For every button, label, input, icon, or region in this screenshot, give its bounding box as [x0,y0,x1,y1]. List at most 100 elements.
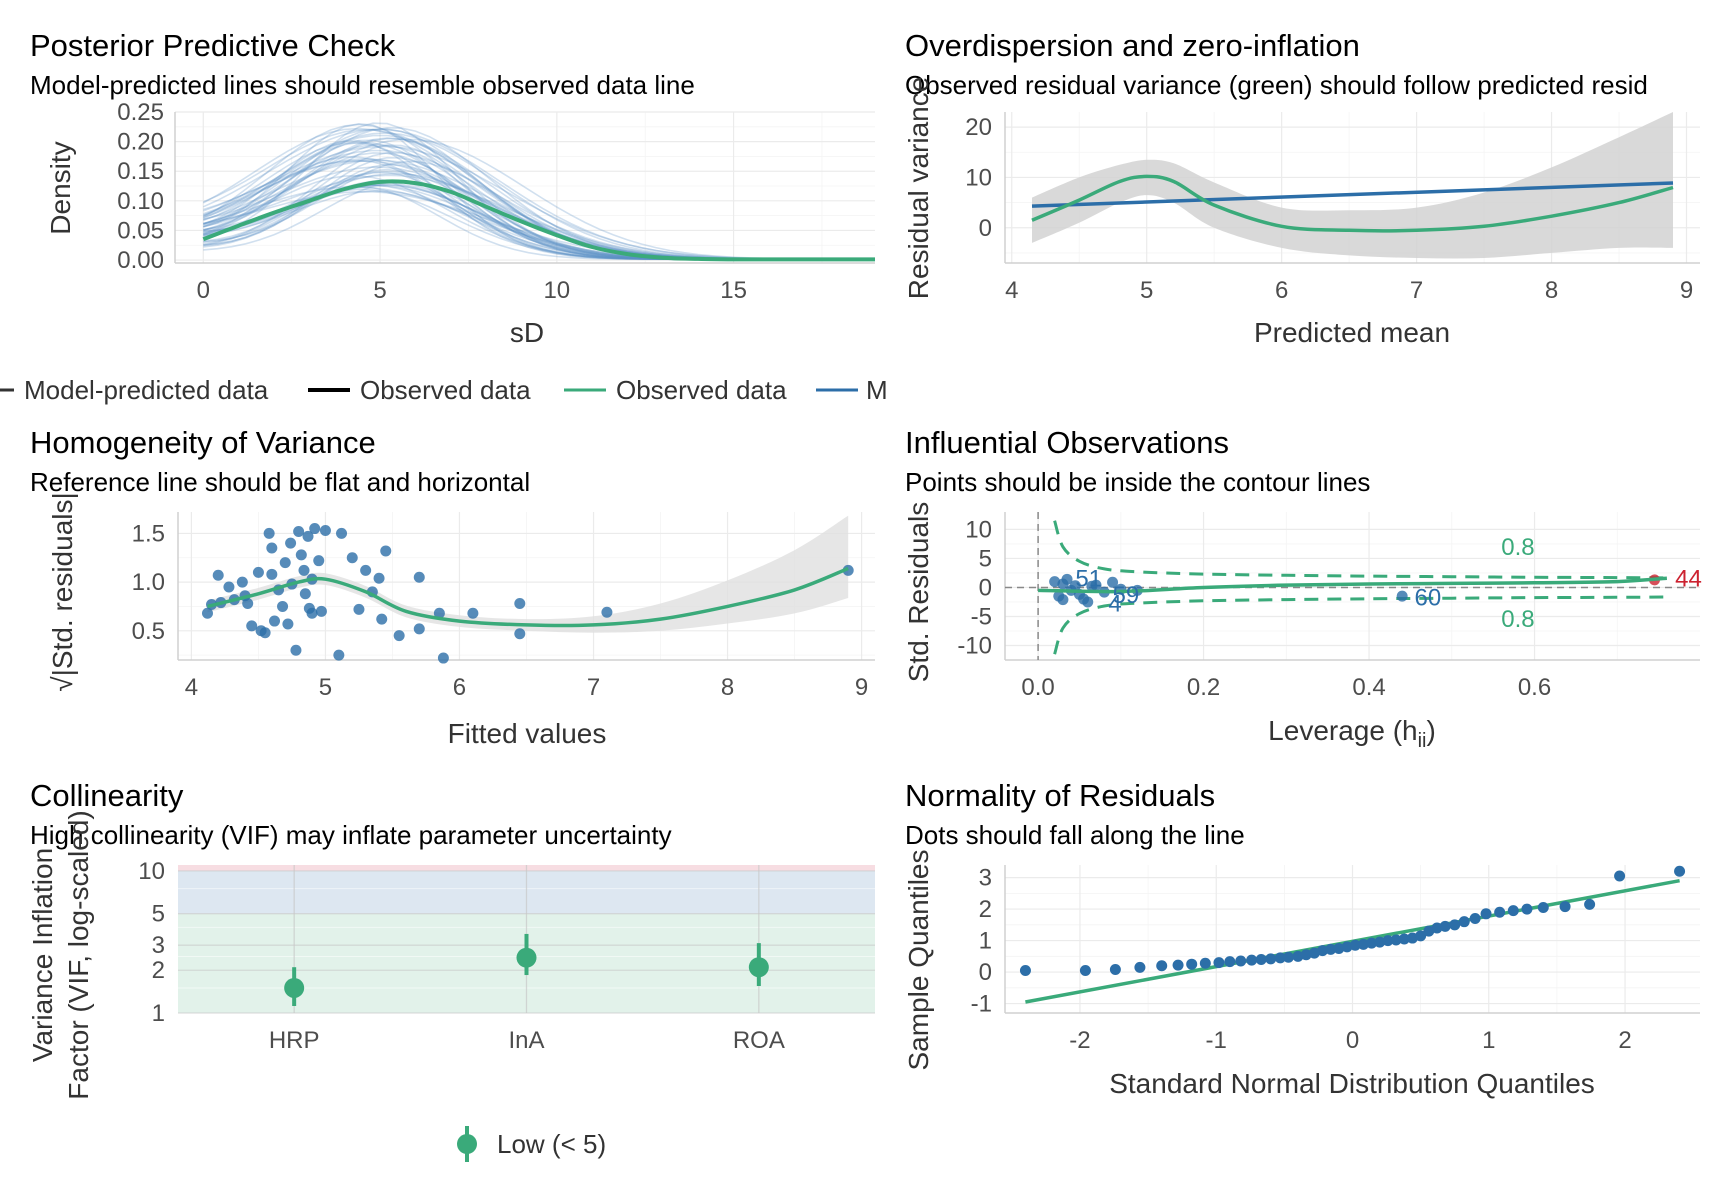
y-tick-label: 1.5 [132,520,165,547]
influ-point [1049,576,1061,588]
y-tick-label: 5 [979,545,992,572]
y-tick-label: 0.00 [117,247,164,274]
ppc-subtitle: Model-predicted lines should resemble ob… [30,70,695,100]
normal-point [1341,941,1353,953]
influ-point [1107,576,1119,588]
x-tick-label: -1 [1206,1027,1227,1054]
legend-label-model-blue: M [866,375,888,405]
homog-point [346,552,358,564]
legend-label-observed-black: Observed data [360,375,531,405]
x-tick-label: 5 [1140,277,1153,304]
x-tick-label: 2 [1618,1027,1631,1054]
normal-point [1469,913,1481,925]
normal-point [1366,937,1378,949]
x-tick-label: 8 [1545,277,1558,304]
collin-points [284,933,769,1007]
influ-subtitle: Points should be inside the contour line… [905,467,1370,497]
vif-point [748,957,769,978]
y-tick-label: 0.20 [117,129,164,156]
normal-point [1274,952,1286,964]
y-tick-label: 0 [979,215,992,242]
homog-point [467,607,479,619]
homog-point [266,568,278,580]
point-label: 51 [1075,566,1102,593]
homog-point [376,613,388,625]
overdisp-panel: Overdispersion and zero-inflation Observ… [903,28,1700,348]
normal-point [1390,934,1402,946]
homog-point [306,607,318,619]
point-label: 44 [1675,566,1702,593]
collin-panel: Collinearity High collinearity (VIF) may… [27,778,875,1162]
normal-point [1439,920,1451,932]
contour-label-upper: 0.8 [1501,534,1534,561]
homog-point [236,576,248,588]
homog-point [279,557,291,569]
ppc-y-label: Density [45,141,76,234]
homog-point [290,644,302,656]
x-tick-label: 15 [720,277,747,304]
normal-point [1156,960,1168,972]
homog-point [201,607,213,619]
normal-point [1317,945,1329,957]
x-tick-label: HRP [269,1027,320,1054]
collin-y-label-line1: Variance Inflation [27,848,58,1062]
homog-point [315,605,327,617]
homog-point [298,564,310,576]
ppc-title: Posterior Predictive Check [30,28,396,63]
homog-point [360,564,372,576]
normal-point [1614,870,1626,882]
x-tick-label: 0.6 [1518,674,1551,701]
collin-y-ticks: 1 23 5 10 [138,858,165,1027]
homog-point [336,527,348,539]
normal-points [1019,865,1686,976]
normal-point [1357,938,1369,950]
homog-x-ticks: 4 5 6 7 8 9 [185,674,869,701]
homog-point [266,542,278,554]
homog-point [285,537,297,549]
homog-y-ticks: 0.5 1.0 1.5 [132,520,165,644]
y-tick-label: 0.10 [117,188,164,215]
homog-point [309,523,321,535]
homog-point [333,649,345,661]
x-tick-label: 5 [373,277,386,304]
homog-point [252,566,264,578]
normal-point [1246,954,1258,966]
y-tick-label: 1.0 [132,569,165,596]
collin-x-ticks: HRP InA ROA [269,1027,785,1054]
y-tick-label: 0.25 [117,99,164,126]
ppc-panel: Posterior Predictive Check Model-predict… [30,28,875,348]
homog-point [302,530,314,542]
normal-point [1449,919,1461,931]
x-tick-label: 0 [197,277,210,304]
y-tick-label: 0 [979,959,992,986]
homog-point [299,588,311,600]
x-tick-label: -2 [1069,1027,1090,1054]
influ-panel: Influential Observations Points should b… [903,425,1702,752]
x-tick-label: 0.2 [1187,674,1220,701]
normal-point [1349,939,1361,951]
x-tick-label: 8 [721,674,734,701]
homog-subtitle: Reference line should be flat and horizo… [30,467,530,497]
influ-point [1090,579,1102,591]
overdisp-x-ticks: 4 5 6 7 8 9 [1005,277,1693,304]
influ-y-label: Std. Residuals [903,502,934,683]
normal-point [1521,903,1533,915]
y-tick-label: 10 [138,858,165,885]
legend-label-model-predicted: Model-predicted data [24,375,269,405]
homog-point [277,600,289,612]
point-label: 60 [1415,584,1442,611]
homog-point [413,623,425,635]
collin-subtitle: High collinearity (VIF) may inflate para… [30,820,672,850]
overdisp-y-ticks: 0 10 20 [965,114,992,242]
normal-point [1507,905,1519,917]
y-tick-label: -5 [971,603,992,630]
normal-y-ticks: -1 0 1 2 3 [971,865,992,1018]
normal-x-label: Standard Normal Distribution Quantiles [1109,1068,1595,1099]
normal-point [1559,901,1571,913]
lower-contour [1053,595,1667,655]
vif-point [516,947,537,968]
y-tick-label: 0.05 [117,217,164,244]
overdisp-x-label: Predicted mean [1254,317,1450,348]
